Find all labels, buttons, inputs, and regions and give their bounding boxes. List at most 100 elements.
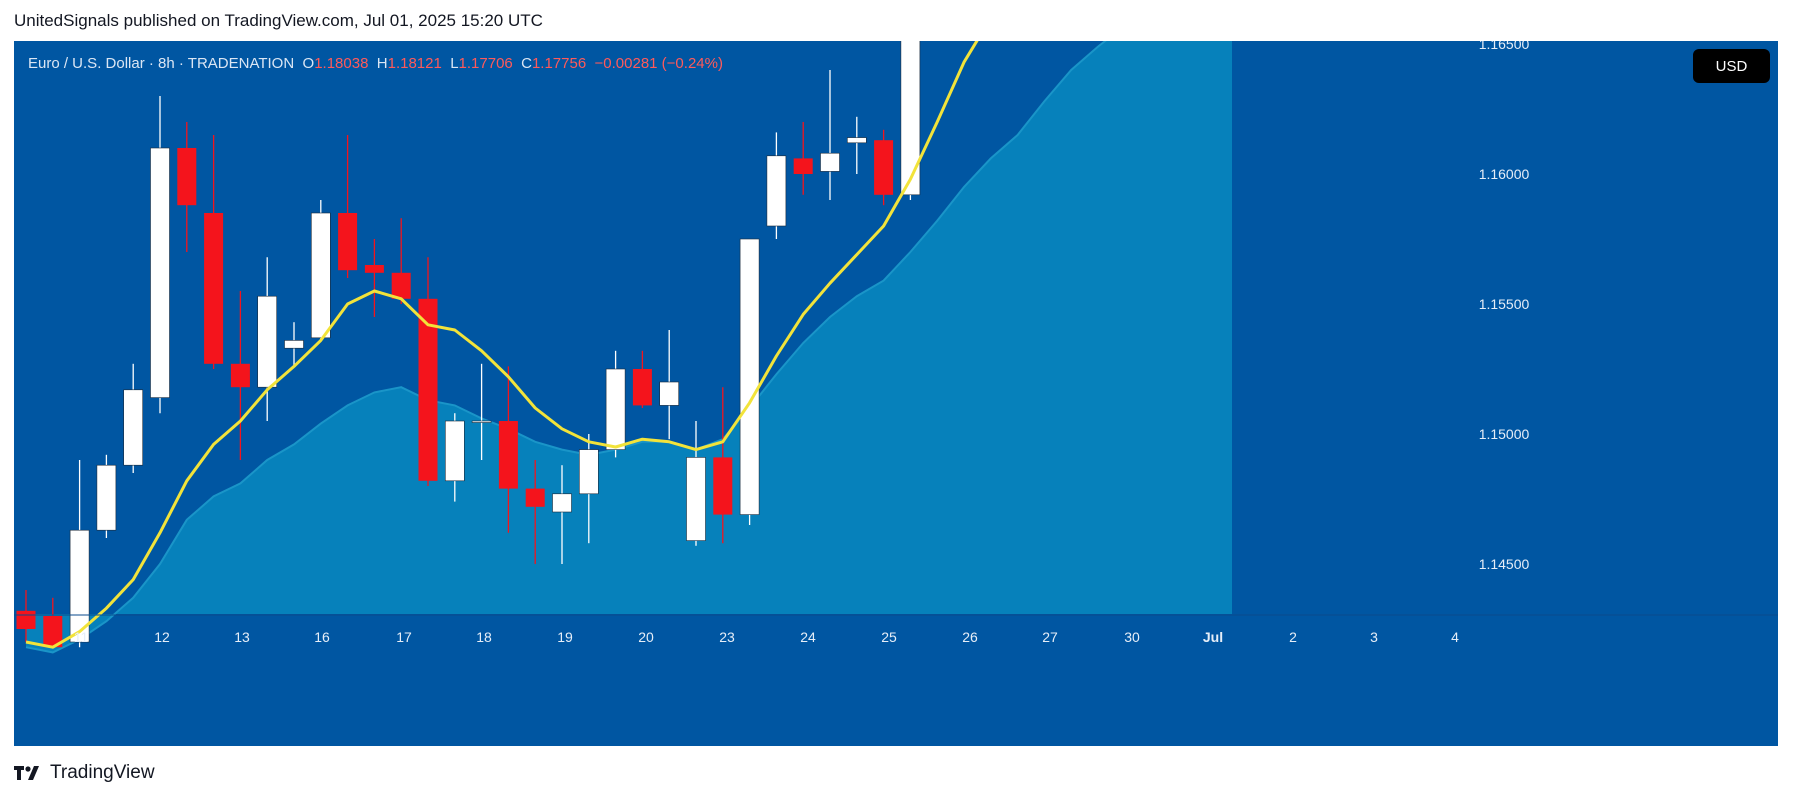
- candle-body: [900, 41, 921, 196]
- moving-average-line: [25, 41, 979, 649]
- tradingview-footer[interactable]: TradingView: [14, 762, 155, 784]
- candle: [338, 135, 358, 278]
- candle-body: [552, 493, 572, 513]
- x-tick-label: 23: [719, 629, 735, 645]
- candle: [391, 218, 411, 304]
- candle-body: [793, 158, 813, 174]
- x-tick-label: 26: [962, 629, 978, 645]
- candle-body: [69, 529, 90, 643]
- candle: [605, 350, 626, 458]
- candle-body: [96, 464, 117, 531]
- x-tick-label: 2: [1289, 629, 1297, 645]
- x-tick-label: 19: [557, 629, 573, 645]
- x-tick-label: 11: [74, 629, 89, 645]
- candle: [686, 421, 706, 546]
- candle-body: [338, 213, 358, 271]
- y-tick-label: 1.14500: [1479, 556, 1530, 572]
- candle: [846, 116, 867, 174]
- candle-body: [605, 368, 626, 450]
- candle-body: [632, 369, 652, 406]
- candle: [739, 238, 760, 525]
- candle-body: [686, 457, 706, 541]
- candle: [471, 363, 492, 460]
- candle-body: [874, 140, 894, 195]
- close-label: C: [521, 55, 532, 72]
- y-tick-label: 1.16500: [1479, 41, 1530, 52]
- candle-body: [230, 363, 250, 388]
- x-tick-label: 27: [1042, 629, 1058, 645]
- candle-body: [257, 295, 277, 388]
- candle: [498, 366, 518, 533]
- candle-body: [204, 213, 224, 364]
- time-axis: 11 12 13 16 17 18 19 20 23 24 25 26 27 30 Jul 2 3 4: [14, 614, 1778, 645]
- chart-area[interactable]: 1.1670 1.145001.150001.155001.160001.165…: [14, 41, 1778, 746]
- candle-body: [498, 421, 518, 489]
- high-label: H: [376, 55, 388, 72]
- candle-body: [391, 272, 411, 299]
- high-value: 1.18121: [387, 55, 442, 72]
- tradingview-logo-icon: [14, 766, 39, 780]
- change-value: −0.00281 (−0.24%): [594, 55, 723, 72]
- candle: [284, 322, 304, 367]
- x-tick-label: Jul: [1203, 629, 1223, 645]
- x-tick-label: 17: [396, 629, 412, 645]
- symbol-legend: Euro / U.S. Dollar · 8h · TRADENATION O 1…: [28, 55, 723, 72]
- close-value: 1.17756: [531, 55, 587, 72]
- candle: [659, 330, 680, 440]
- candles-layer: [16, 41, 921, 648]
- candle-body: [713, 457, 733, 515]
- candle-body: [846, 137, 867, 144]
- candle: [766, 132, 787, 239]
- trend-area-edge: [25, 41, 1107, 654]
- candle: [444, 413, 465, 502]
- x-tick-label: 25: [881, 629, 897, 645]
- low-label: L: [450, 55, 459, 72]
- candle-body: [16, 610, 36, 629]
- candle: [230, 291, 250, 460]
- open-label: O: [302, 55, 315, 72]
- low-value: 1.17706: [458, 55, 513, 72]
- candle-body: [418, 298, 438, 481]
- candle: [713, 387, 733, 544]
- candle-body: [310, 212, 331, 339]
- candle: [96, 454, 117, 538]
- candle-body: [578, 449, 599, 495]
- symbol-name: Euro / U.S. Dollar · 8h · TRADENATION: [28, 55, 295, 72]
- candle-body: [659, 381, 680, 406]
- candle: [552, 465, 572, 564]
- candle-body: [284, 340, 304, 349]
- candle: [177, 122, 197, 252]
- trend-area: [26, 41, 1232, 653]
- candle-body: [444, 420, 465, 482]
- publish-line: UnitedSignals published on TradingView.c…: [14, 11, 543, 30]
- candle: [364, 239, 384, 317]
- candle: [69, 460, 90, 648]
- x-tick-label: 18: [476, 629, 492, 645]
- y-tick-label: 1.16000: [1479, 166, 1530, 182]
- candle: [418, 257, 438, 486]
- x-tick-label: 13: [234, 629, 250, 645]
- currency-button[interactable]: USD: [1693, 49, 1770, 83]
- candle: [257, 257, 277, 421]
- y-tick-label: 1.15500: [1479, 296, 1530, 312]
- candle: [123, 363, 143, 473]
- candle: [900, 41, 921, 200]
- candle: [43, 597, 63, 648]
- x-tick-label: 4: [1451, 629, 1459, 645]
- price-chart[interactable]: 1.1670 1.145001.150001.155001.160001.165…: [14, 41, 1778, 746]
- candle-body: [177, 148, 197, 206]
- candle-body: [766, 155, 787, 227]
- candle: [578, 434, 599, 544]
- candle-body: [739, 238, 760, 515]
- candle-body: [43, 616, 63, 648]
- area-layer: [25, 41, 1232, 654]
- candle: [820, 70, 840, 200]
- x-tick-label: 12: [154, 629, 170, 645]
- candle: [204, 135, 224, 369]
- footer-brand: TradingView: [50, 762, 155, 783]
- candle-body: [150, 147, 170, 398]
- price-axis: 1.145001.150001.155001.160001.165001.170…: [1479, 41, 1530, 572]
- candle-body: [123, 389, 143, 466]
- candle: [310, 200, 331, 341]
- candle: [525, 460, 545, 564]
